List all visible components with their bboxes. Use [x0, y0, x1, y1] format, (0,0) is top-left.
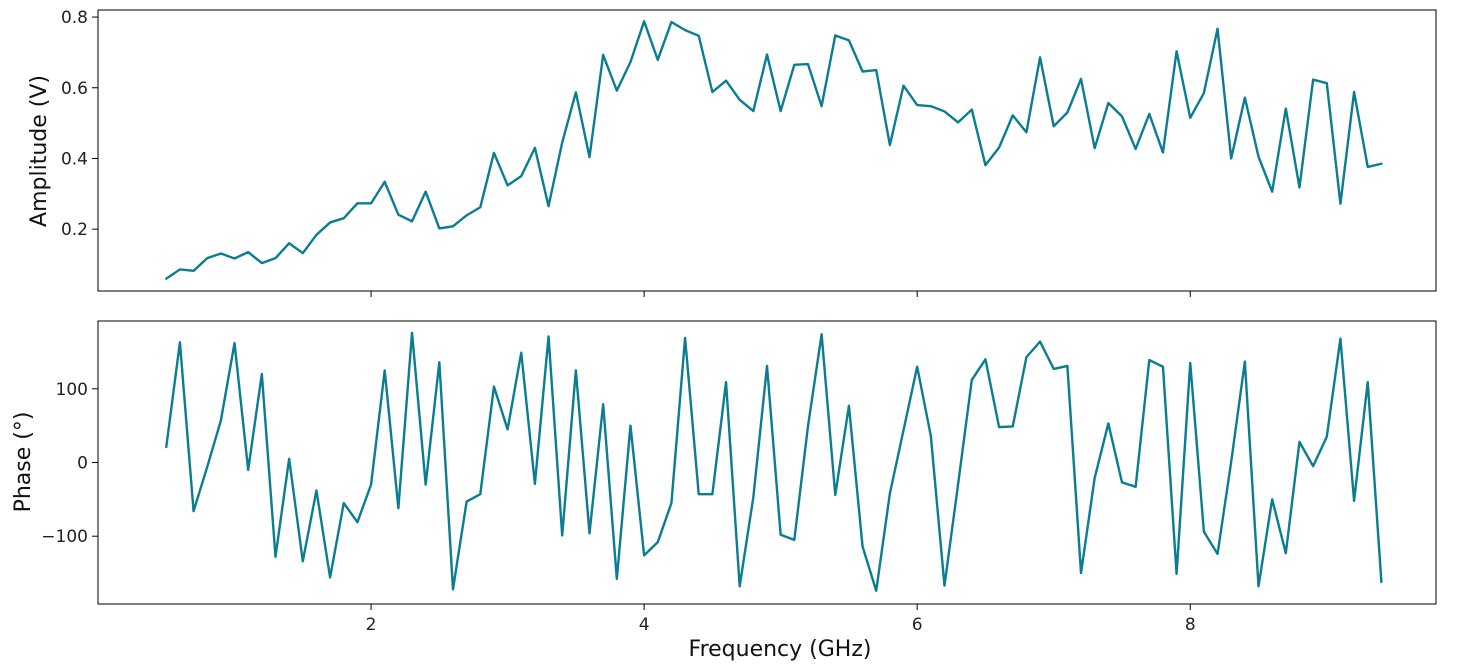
phase-panel: 100 0 −100 2 4 6 8 Phase (°) Frequency (GHz) [11, 320, 1437, 662]
phase-series-line [165, 331, 1383, 592]
phase-x-ticks: 2 4 6 8 [366, 604, 1196, 635]
phase-y-tick-label: 0 [77, 454, 88, 474]
phase-y-axis-label: Phase (°) [11, 412, 36, 513]
amplitude-series-line [165, 20, 1383, 280]
frequency-x-axis-label: Frequency (GHz) [689, 637, 872, 662]
phase-x-tick-label: 8 [1185, 615, 1196, 635]
amplitude-y-tick-label: 0.8 [61, 8, 88, 28]
phase-x-tick-label: 6 [912, 615, 923, 635]
amplitude-panel: 0.2 0.4 0.6 0.8 Amplitude (V) [27, 8, 1437, 297]
phase-y-tick-label: 100 [56, 380, 88, 400]
amplitude-y-tick-label: 0.2 [61, 220, 88, 240]
phase-y-ticks: 100 0 −100 [41, 380, 98, 547]
amplitude-y-ticks: 0.2 0.4 0.6 0.8 [61, 8, 98, 240]
amplitude-x-ticks [370, 291, 1191, 297]
phase-x-tick-label: 2 [366, 615, 377, 635]
phase-x-tick-label: 4 [639, 615, 650, 635]
amplitude-axes-frame [97, 9, 1437, 292]
phase-y-tick-label: −100 [41, 527, 88, 547]
phase-axes-frame [97, 320, 1437, 605]
amplitude-y-tick-label: 0.4 [61, 149, 88, 169]
amplitude-y-tick-label: 0.6 [61, 79, 88, 99]
amplitude-y-axis-label: Amplitude (V) [27, 75, 52, 227]
